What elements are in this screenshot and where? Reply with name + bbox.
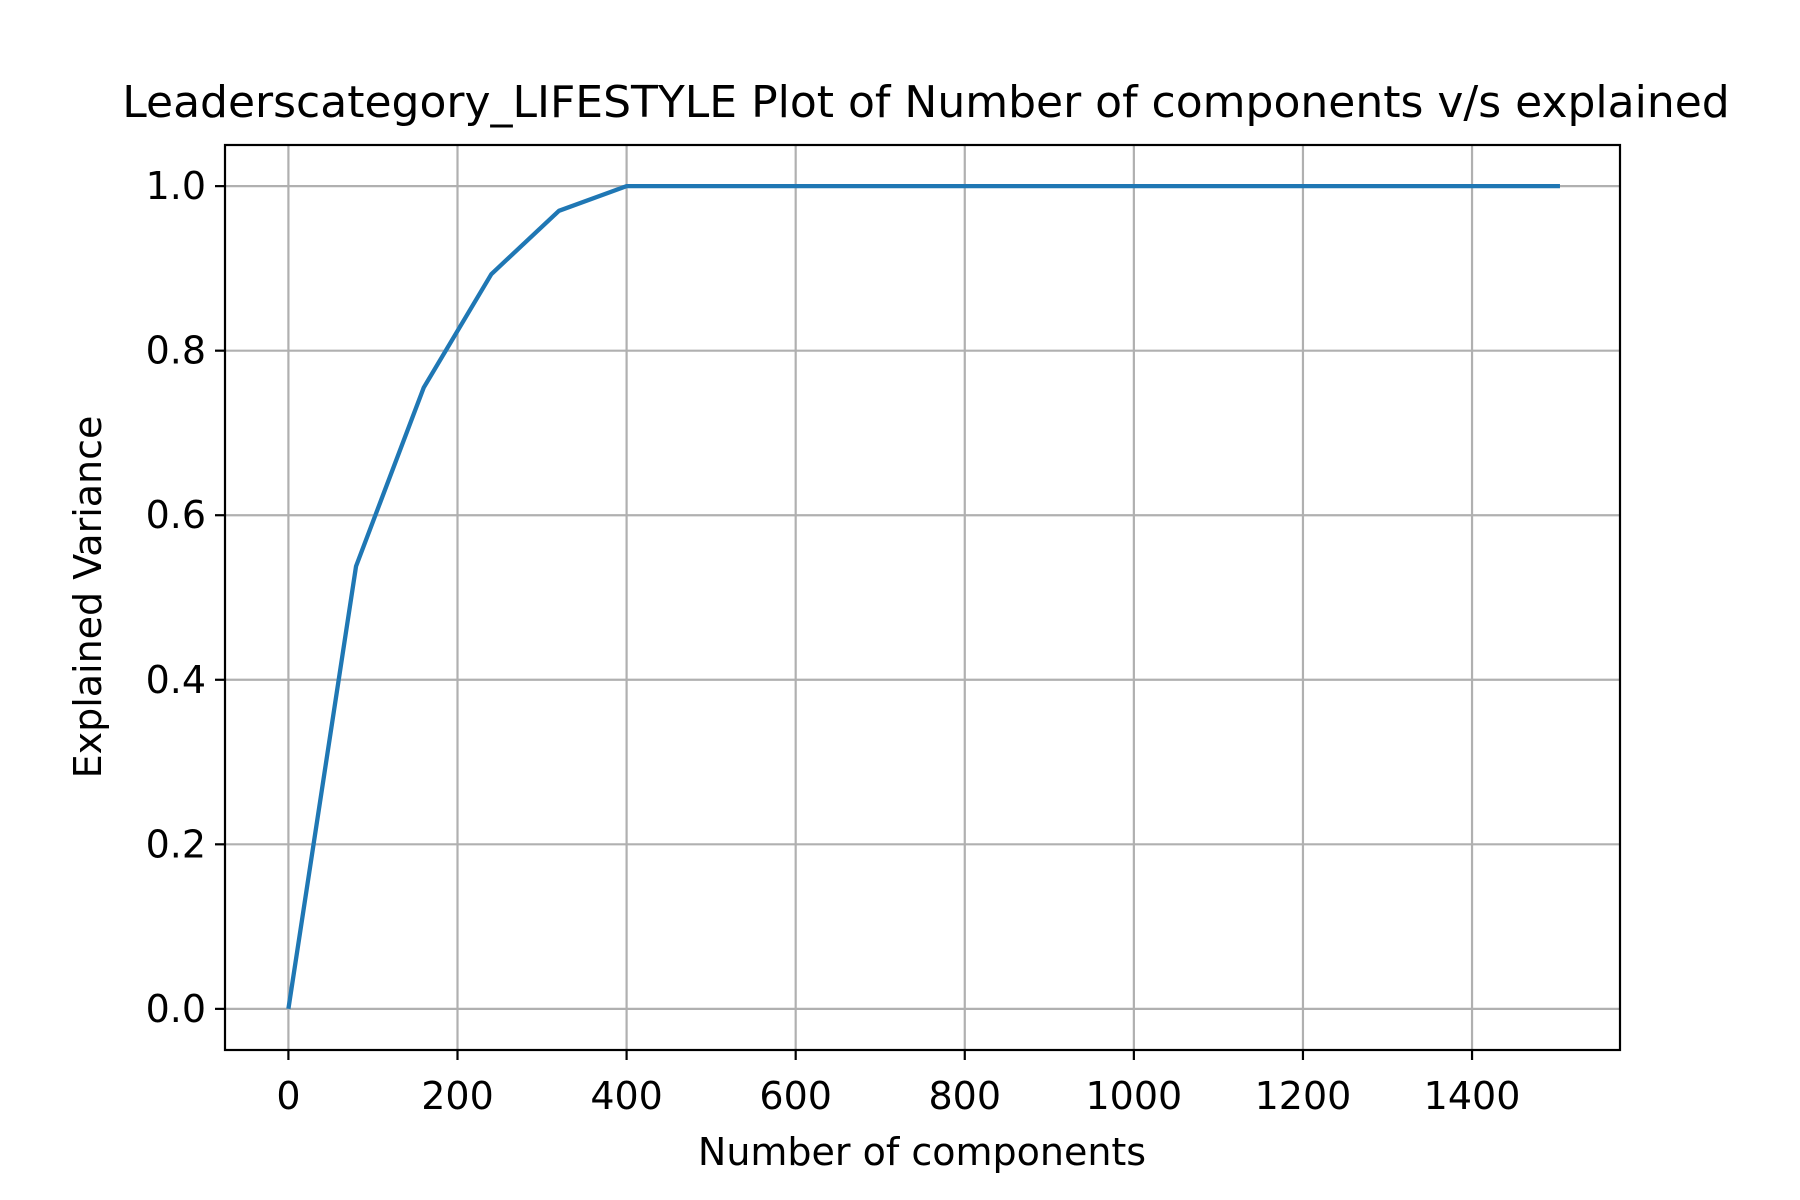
x-tick-label: 0 — [276, 1074, 300, 1118]
x-tick-label: 1000 — [1086, 1074, 1183, 1118]
y-tick-label: 0.0 — [146, 987, 206, 1031]
series-line — [286, 183, 1560, 1010]
x-tick-label: 800 — [929, 1074, 1002, 1118]
x-tick-label: 1200 — [1255, 1074, 1352, 1118]
x-tick-label: 200 — [421, 1074, 494, 1118]
ticks: 0 200 400 600 800 1000 1200 1400 0.0 0.2 0.4 0.6 0.8… — [146, 164, 1521, 1118]
y-tick-label: 0.2 — [146, 822, 206, 866]
x-axis-label: Number of components — [698, 1130, 1146, 1174]
y-tick-label: 0.6 — [146, 493, 206, 537]
plot-frame — [223, 143, 1622, 1052]
x-tick-label: 400 — [590, 1074, 663, 1118]
y-tick-label: 0.4 — [146, 658, 206, 702]
chart-title: Leaderscategory_LIFESTYLE Plot of Number… — [122, 77, 1729, 128]
y-tick-label: 0.8 — [146, 329, 206, 373]
grid — [225, 145, 1620, 1050]
y-tick-label: 1.0 — [146, 164, 206, 208]
x-tick-label: 600 — [759, 1074, 832, 1118]
y-axis-label: Explained Variance — [66, 416, 110, 779]
series-layer — [286, 183, 1560, 1010]
x-tick-label: 1400 — [1424, 1074, 1521, 1118]
